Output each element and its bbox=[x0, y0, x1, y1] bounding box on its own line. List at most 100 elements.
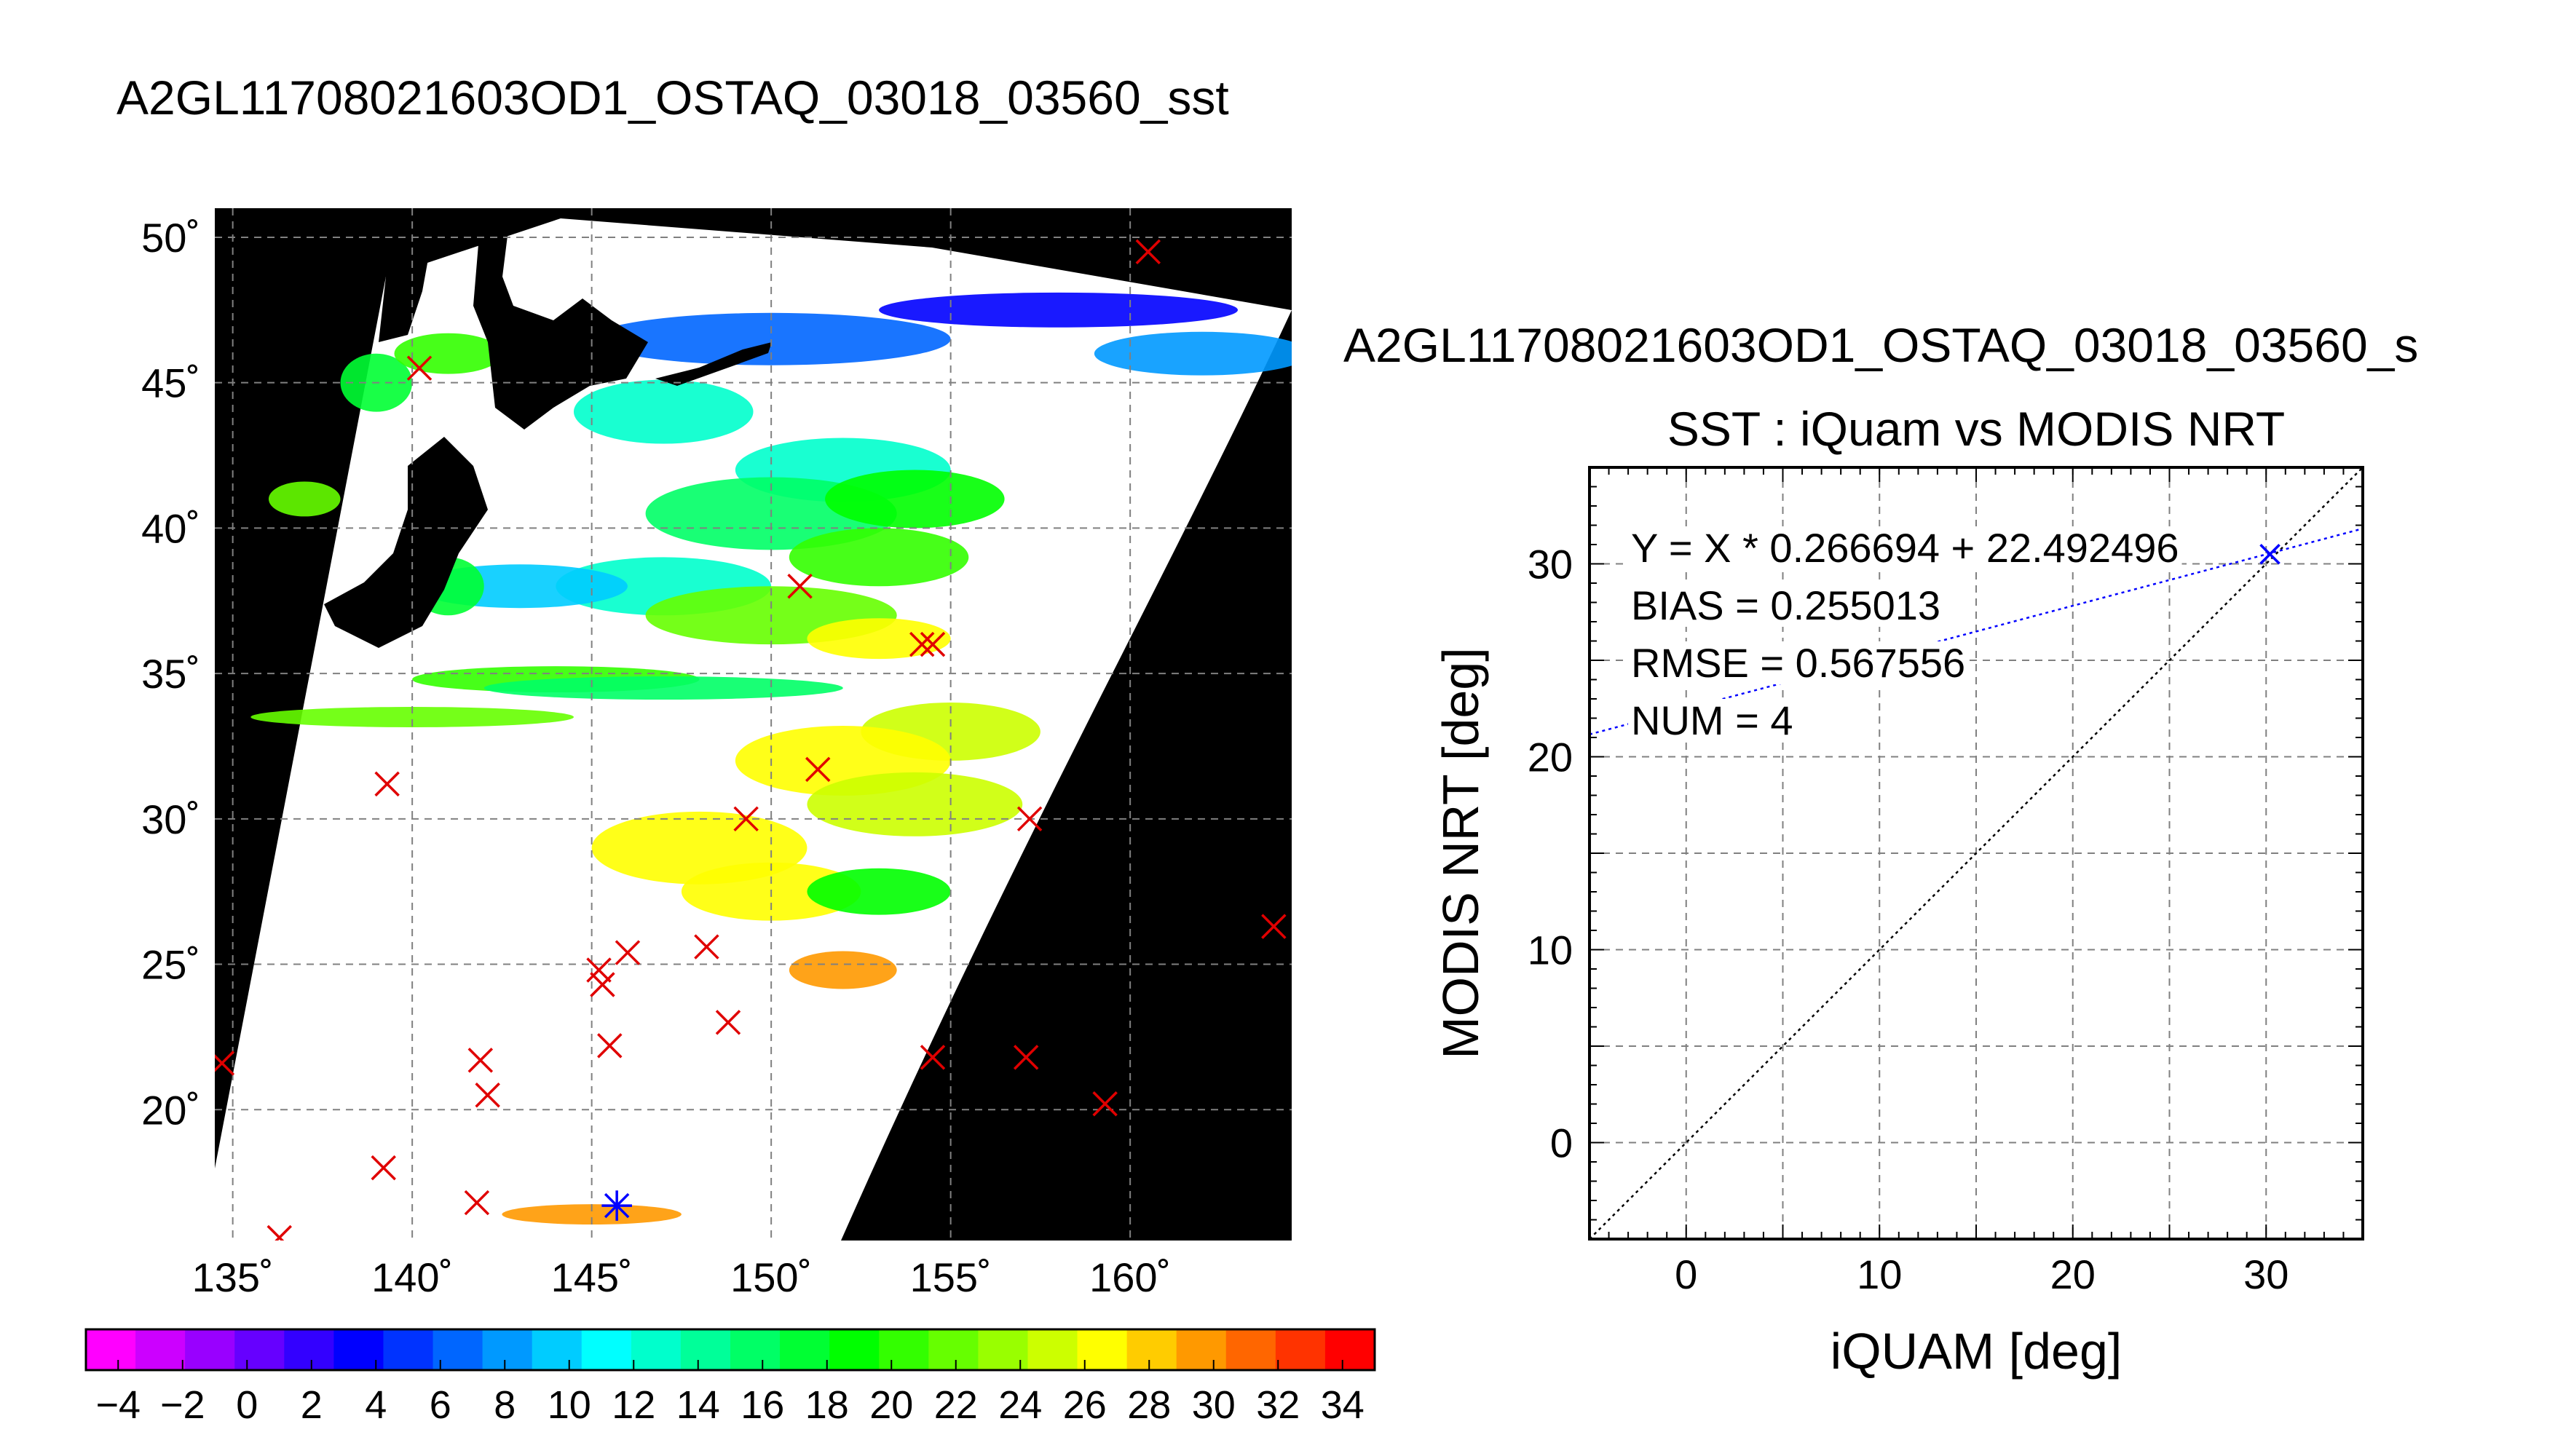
matchup-marker bbox=[371, 1155, 396, 1181]
matchup-marker bbox=[787, 574, 813, 599]
y-tick-label: 30 bbox=[1528, 542, 1573, 587]
lon-tick-label: 160˚ bbox=[1089, 1254, 1171, 1300]
colorbar-segment bbox=[879, 1329, 929, 1370]
y-tick-labels: 0 10 20 30 bbox=[1528, 542, 1573, 1166]
x-tick-label: 30 bbox=[2243, 1251, 2289, 1297]
colorbar-segment bbox=[730, 1329, 781, 1370]
scatter-title: SST : iQuam vs MODIS NRT bbox=[1667, 402, 2285, 456]
matchup-marker bbox=[1092, 1091, 1118, 1117]
stats-line: RMSE = 0.567556 bbox=[1631, 640, 1965, 686]
matchup-marker bbox=[1135, 239, 1161, 265]
colorbar-tick-label: 14 bbox=[676, 1383, 720, 1427]
swath-area bbox=[215, 218, 1292, 1241]
colorbar-segment bbox=[1275, 1329, 1326, 1370]
x-tick-label: 0 bbox=[1675, 1251, 1697, 1297]
y-tick-label: 20 bbox=[1528, 735, 1573, 780]
scatter-points bbox=[2259, 544, 2280, 565]
highlight-marker bbox=[601, 1190, 632, 1221]
colorbar-segment bbox=[135, 1329, 186, 1370]
sst-map: 135˚ 140˚ 145˚ 150˚ 155˚ 160˚ 20˚ 25˚ 30˚ 35˚ 40˚… bbox=[141, 208, 1292, 1300]
matchup-marker bbox=[733, 806, 759, 832]
lat-tick-label: 40˚ bbox=[141, 505, 200, 551]
sst-patch bbox=[394, 333, 502, 374]
scatter-header: A2GL11708021603OD1_OSTAQ_03018_03560_s bbox=[1343, 318, 2418, 372]
colorbar-segment bbox=[780, 1329, 830, 1370]
sst-patch bbox=[574, 379, 754, 444]
colorbar-tick-label: −4 bbox=[95, 1383, 141, 1427]
colorbar-segment bbox=[1225, 1329, 1276, 1370]
sst-patch bbox=[483, 676, 843, 700]
colorbar-segment bbox=[1077, 1329, 1128, 1370]
lat-tick-label: 35˚ bbox=[141, 651, 200, 697]
y-axis-label: MODIS NRT [deg] bbox=[1432, 647, 1489, 1059]
lat-tick-labels: 20˚ 25˚ 30˚ 35˚ 40˚ 45˚ 50˚ bbox=[141, 215, 200, 1133]
lon-tick-label: 145˚ bbox=[551, 1254, 633, 1300]
colorbar-segment bbox=[185, 1329, 235, 1370]
sst-patch bbox=[879, 292, 1239, 328]
stats-line: BIAS = 0.255013 bbox=[1631, 582, 1940, 628]
colorbar-segment bbox=[433, 1329, 483, 1370]
colorbar-tick-label: 2 bbox=[301, 1383, 323, 1427]
sst-patch bbox=[591, 312, 951, 365]
colorbar-tick-label: 20 bbox=[869, 1383, 913, 1427]
matchup-marker bbox=[406, 355, 433, 381]
sst-patch bbox=[789, 951, 897, 989]
colorbar-segment bbox=[1176, 1329, 1227, 1370]
lat-tick-label: 45˚ bbox=[141, 360, 200, 406]
matchup-marker bbox=[805, 756, 831, 783]
sst-patches bbox=[250, 292, 1292, 1225]
colorbar-segment bbox=[383, 1329, 434, 1370]
land-masses bbox=[324, 211, 772, 648]
lat-tick-label: 50˚ bbox=[141, 215, 200, 261]
colorbar-tick-label: 18 bbox=[805, 1383, 849, 1427]
colorbar-tick-label: −2 bbox=[160, 1383, 205, 1427]
matchup-marker bbox=[1261, 914, 1287, 939]
matchup-marker bbox=[475, 1083, 500, 1108]
matchup-marker bbox=[374, 771, 400, 797]
colorbar-tick-label: 0 bbox=[236, 1383, 258, 1427]
land-sakhalin-hokkaido bbox=[473, 218, 648, 430]
land-north-strip bbox=[379, 211, 437, 342]
colorbar-tick-label: 32 bbox=[1256, 1383, 1300, 1427]
stats-line: Y = X * 0.266694 + 22.492496 bbox=[1631, 525, 2179, 571]
matchup-marker bbox=[920, 631, 946, 657]
colorbar-tick-label: 34 bbox=[1321, 1383, 1365, 1427]
colorbar-segment bbox=[532, 1329, 583, 1370]
identity-line bbox=[1590, 467, 2363, 1239]
sst-patch bbox=[807, 618, 951, 660]
lon-tick-label: 150˚ bbox=[730, 1254, 812, 1300]
scatter-ticks bbox=[1589, 467, 2364, 1240]
matchup-markers bbox=[215, 239, 1287, 1241]
colorbar-segment bbox=[581, 1329, 632, 1370]
lon-tick-label: 135˚ bbox=[192, 1254, 274, 1300]
colorbar-tick-label: 30 bbox=[1192, 1383, 1236, 1427]
matchup-marker bbox=[694, 934, 719, 960]
y-tick-label: 0 bbox=[1550, 1120, 1573, 1166]
matchup-marker bbox=[464, 1190, 490, 1216]
colorbar-tick-label: 12 bbox=[612, 1383, 655, 1427]
colorbar bbox=[84, 1328, 1376, 1372]
lon-tick-label: 155˚ bbox=[910, 1254, 992, 1300]
matchup-marker bbox=[1013, 1045, 1039, 1070]
lat-tick-label: 30˚ bbox=[141, 796, 200, 842]
sst-patch bbox=[807, 868, 951, 915]
sst-patch bbox=[825, 470, 1005, 529]
scatter-stats: Y = X * 0.266694 + 22.492496 BIAS = 0.255… bbox=[1628, 525, 2182, 743]
colorbar-segment bbox=[829, 1329, 880, 1370]
matchup-marker bbox=[597, 1033, 623, 1059]
colorbar-segment bbox=[631, 1329, 682, 1370]
matchup-marker bbox=[920, 1045, 946, 1070]
x-axis-label: iQUAM [deg] bbox=[1831, 1323, 2122, 1380]
colorbar-segment bbox=[1126, 1329, 1177, 1370]
lat-tick-label: 20˚ bbox=[141, 1087, 200, 1133]
colorbar-tick-labels: −4 −2 0 2 4 6 8 10 12 14 16 18 20 22 24 26 28 30 32 34 bbox=[95, 1383, 1364, 1427]
colorbar-segment bbox=[284, 1329, 334, 1370]
x-tick-label: 10 bbox=[1857, 1251, 1902, 1297]
lat-tick-label: 25˚ bbox=[141, 942, 200, 988]
sst-patch bbox=[250, 707, 574, 727]
lon-tick-label: 140˚ bbox=[371, 1254, 453, 1300]
colorbar-segment bbox=[234, 1329, 285, 1370]
map-grid bbox=[215, 208, 1292, 1241]
sst-patch bbox=[502, 1204, 682, 1225]
